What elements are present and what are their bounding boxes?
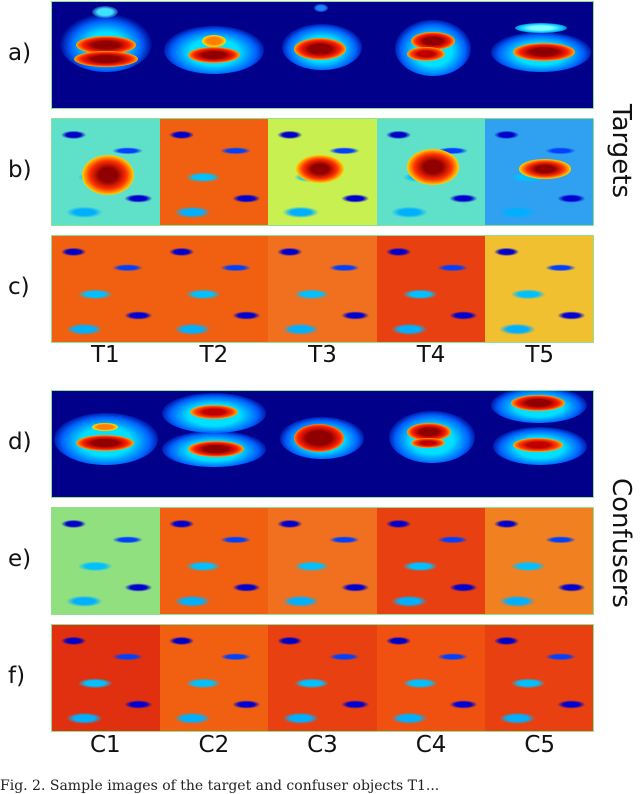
group-label-targets: Targets	[606, 104, 636, 198]
image-d-c4	[376, 391, 485, 497]
image-a-t4	[376, 2, 485, 108]
target-column-labels: T1 T2 T3 T4 T5	[51, 344, 594, 367]
image-c-t2	[160, 236, 269, 342]
column-label-t5: T5	[525, 342, 555, 368]
image-a-t2	[160, 2, 269, 108]
image-b-t5	[484, 119, 593, 225]
image-d-c1	[52, 391, 161, 497]
image-d-c3	[268, 391, 377, 497]
image-b-t2	[160, 119, 269, 225]
panel-row-e	[51, 507, 594, 615]
panel-row-c	[51, 235, 594, 343]
row-label-e: e)	[8, 546, 32, 572]
image-d-c5	[484, 391, 593, 497]
column-label-t1: T1	[90, 342, 120, 368]
panel-row-b	[51, 118, 594, 226]
image-e-c2	[160, 508, 269, 614]
row-label-f: f)	[8, 663, 26, 689]
column-label-t3: T3	[308, 342, 337, 368]
image-f-c3	[268, 625, 377, 731]
image-c-t5	[484, 236, 593, 342]
image-c-t4	[376, 236, 485, 342]
image-d-c2	[160, 391, 269, 497]
row-label-d: d)	[8, 429, 32, 455]
image-f-c2	[160, 625, 269, 731]
image-f-c4	[376, 625, 485, 731]
panel-row-d	[51, 390, 594, 498]
image-b-t3	[268, 119, 377, 225]
image-f-c5	[484, 625, 593, 731]
image-a-t1	[52, 2, 161, 108]
image-a-t3	[268, 2, 377, 108]
image-e-c3	[268, 508, 377, 614]
image-e-c1	[52, 508, 161, 614]
row-label-c: c)	[8, 274, 30, 300]
image-c-t3	[268, 236, 377, 342]
panel-row-a	[51, 1, 594, 109]
column-label-c2: C2	[198, 732, 230, 758]
column-label-c3: C3	[307, 732, 338, 758]
image-b-t4	[376, 119, 485, 225]
column-label-t2: T2	[199, 342, 229, 368]
figure-caption: Fig. 2. Sample images of the target and …	[0, 778, 440, 794]
image-e-c5	[484, 508, 593, 614]
image-f-c1	[52, 625, 161, 731]
panel-row-f	[51, 624, 594, 732]
column-label-t4: T4	[416, 342, 446, 368]
row-label-a: a)	[8, 40, 32, 66]
row-label-b: b)	[8, 157, 32, 183]
image-e-c4	[376, 508, 485, 614]
confuser-column-labels: C1 C2 C3 C4 C5	[51, 734, 594, 757]
image-a-t5	[484, 2, 593, 108]
image-c-t1	[52, 236, 161, 342]
column-label-c4: C4	[415, 732, 447, 758]
group-label-confusers: Confusers	[606, 478, 636, 608]
image-b-t1	[52, 119, 161, 225]
column-label-c5: C5	[524, 732, 556, 758]
column-label-c1: C1	[89, 732, 121, 758]
